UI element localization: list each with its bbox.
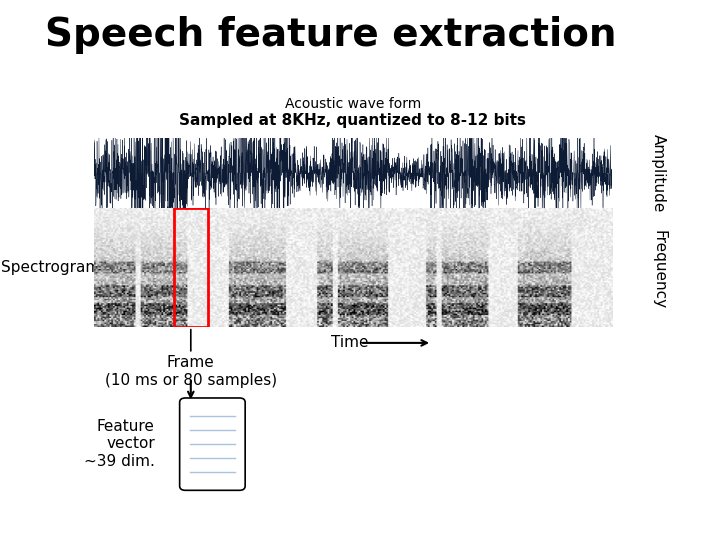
Text: Feature
vector
~39 dim.: Feature vector ~39 dim.	[84, 419, 155, 469]
Text: Frame
(10 ms or 80 samples): Frame (10 ms or 80 samples)	[104, 355, 277, 388]
Text: Acoustic wave form: Acoustic wave form	[284, 97, 421, 111]
Text: Time: Time	[331, 335, 369, 350]
Text: Speech feature extraction: Speech feature extraction	[45, 16, 617, 54]
Text: Spectrogram: Spectrogram	[1, 260, 100, 275]
Text: Frequency: Frequency	[652, 231, 666, 309]
FancyBboxPatch shape	[180, 398, 245, 490]
Bar	[174, 208, 207, 327]
Text: Amplitude: Amplitude	[652, 133, 666, 212]
Text: Sampled at 8KHz, quantized to 8-12 bits: Sampled at 8KHz, quantized to 8-12 bits	[179, 113, 526, 129]
